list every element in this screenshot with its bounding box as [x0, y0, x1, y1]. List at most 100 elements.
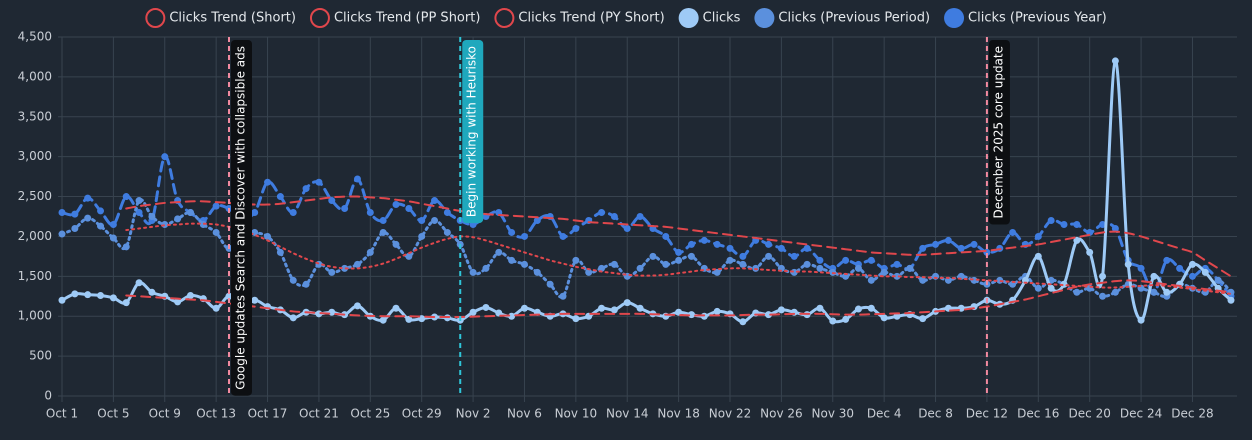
- data-point: [418, 216, 426, 224]
- y-tick-label: 3,000: [18, 149, 52, 163]
- data-point: [726, 256, 734, 264]
- data-point: [765, 252, 773, 260]
- data-point: [58, 230, 66, 238]
- x-tick-label: Oct 29: [402, 407, 442, 421]
- legend-marker: [678, 8, 699, 28]
- data-point: [1034, 232, 1042, 240]
- data-point: [675, 256, 683, 264]
- legend-item[interactable]: Clicks (Previous Period): [754, 8, 930, 28]
- y-tick-label: 4,000: [18, 69, 52, 83]
- data-point: [957, 244, 965, 252]
- data-point: [623, 224, 631, 232]
- annotation-box: [988, 40, 1010, 225]
- x-tick-label: Dec 28: [1171, 407, 1213, 421]
- data-point: [84, 194, 92, 202]
- data-point: [1150, 288, 1158, 296]
- data-point: [353, 260, 361, 268]
- data-point: [109, 234, 117, 242]
- x-tick-label: Nov 10: [555, 407, 598, 421]
- data-point: [687, 252, 695, 260]
- data-point: [919, 276, 927, 284]
- data-point: [1163, 288, 1171, 296]
- legend-item[interactable]: Clicks Trend (PY Short): [494, 8, 665, 28]
- data-point: [546, 280, 554, 288]
- annotation-label: December 2025 core update: [991, 46, 1005, 218]
- data-point: [122, 243, 130, 251]
- y-tick-label: 2,500: [18, 189, 52, 203]
- data-point: [212, 228, 220, 236]
- data-point: [71, 210, 79, 218]
- x-tick-label: Oct 21: [299, 407, 339, 421]
- data-point: [174, 298, 182, 306]
- legend-label: Clicks (Previous Period): [778, 11, 930, 26]
- annotation-label: Google updates Search and Discover with …: [234, 46, 248, 390]
- data-point: [970, 240, 978, 248]
- data-point: [610, 260, 618, 268]
- data-point: [559, 232, 567, 240]
- data-point: [713, 240, 721, 248]
- x-tick-label: Dec 4: [867, 407, 902, 421]
- data-point: [109, 220, 117, 228]
- data-point: [366, 248, 374, 256]
- data-point: [1034, 252, 1042, 260]
- y-tick-label: 1,500: [18, 269, 52, 283]
- data-point: [405, 205, 413, 213]
- data-point: [919, 315, 927, 323]
- legend-item[interactable]: Clicks (Previous Year): [944, 8, 1107, 28]
- data-point: [431, 197, 439, 205]
- data-point: [443, 209, 451, 217]
- data-point: [212, 304, 220, 312]
- data-point: [636, 304, 644, 312]
- data-point: [508, 312, 516, 320]
- x-tick-label: Nov 26: [760, 407, 803, 421]
- legend-item[interactable]: Clicks Trend (Short): [145, 8, 296, 28]
- data-point: [559, 292, 567, 300]
- data-point: [816, 304, 824, 312]
- data-point: [790, 252, 798, 260]
- data-point: [97, 222, 105, 230]
- x-tick-label: Nov 6: [507, 407, 542, 421]
- data-point: [1073, 236, 1081, 244]
- data-point: [1047, 216, 1055, 224]
- data-point: [867, 304, 875, 312]
- data-point: [97, 291, 105, 299]
- data-point: [186, 209, 194, 217]
- data-point: [1111, 288, 1119, 296]
- legend-item[interactable]: Clicks Trend (PP Short): [309, 8, 480, 28]
- data-point: [148, 288, 156, 296]
- data-point: [610, 306, 618, 314]
- legend: Clicks Trend (Short) Clicks Trend (PP Sho…: [145, 8, 1107, 28]
- x-tick-label: Dec 24: [1120, 407, 1162, 421]
- data-point: [1111, 57, 1119, 65]
- data-point: [276, 193, 284, 201]
- data-point: [1227, 296, 1235, 304]
- y-tick-label: 1,000: [18, 309, 52, 323]
- data-point: [662, 260, 670, 268]
- annotation-box: [231, 40, 252, 396]
- data-point: [533, 216, 541, 224]
- data-point: [533, 268, 541, 276]
- data-point: [649, 252, 657, 260]
- data-point: [482, 264, 490, 272]
- data-point: [122, 193, 130, 201]
- data-point: [520, 260, 528, 268]
- data-point: [636, 264, 644, 272]
- data-point: [1124, 260, 1132, 268]
- data-point: [777, 244, 785, 252]
- legend-label: Clicks: [703, 11, 741, 26]
- data-point: [687, 311, 695, 319]
- x-tick-label: Oct 9: [149, 407, 181, 421]
- data-point: [392, 240, 400, 248]
- x-tick-label: Nov 30: [812, 407, 855, 421]
- data-point: [379, 228, 387, 236]
- x-tick-label: Oct 13: [196, 407, 236, 421]
- data-point: [867, 256, 875, 264]
- data-point: [289, 209, 297, 217]
- x-tick-label: Oct 1: [46, 407, 78, 421]
- data-point: [1099, 272, 1107, 280]
- data-point: [353, 175, 361, 183]
- data-point: [636, 213, 644, 220]
- legend-marker: [944, 8, 965, 28]
- y-tick-label: 0: [44, 389, 52, 403]
- legend-item[interactable]: Clicks: [678, 8, 741, 28]
